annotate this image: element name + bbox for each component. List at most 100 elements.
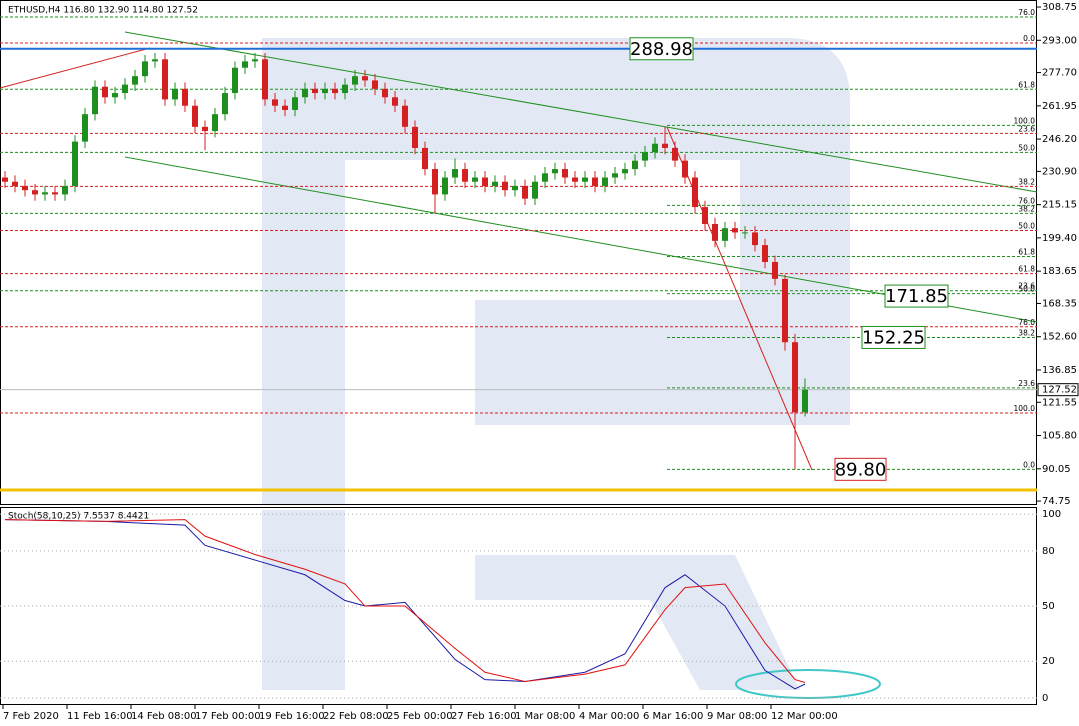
candle-body — [272, 99, 278, 106]
candle-body — [232, 67, 238, 94]
candle-body — [192, 105, 198, 127]
stoch-line — [4, 519, 806, 683]
candle-body — [12, 181, 18, 186]
x-tick-label: 11 Feb 16:00 — [67, 711, 133, 722]
candle-body — [42, 192, 48, 195]
fib-label: 50.0 — [1018, 285, 1035, 294]
candle-body — [242, 61, 248, 68]
fib-label: 38.2 — [1018, 204, 1035, 213]
candle-body — [262, 59, 268, 100]
candle-body — [472, 177, 478, 182]
watermark — [262, 38, 850, 690]
candle-body — [62, 185, 68, 195]
fib-label: 38.2 — [1018, 328, 1035, 337]
candle-body — [312, 88, 318, 94]
y-tick-label: 168.35 — [1042, 298, 1077, 309]
candle-body — [802, 389, 808, 413]
candle-body — [372, 80, 378, 89]
price-tag-box — [629, 37, 694, 61]
candle-body — [182, 88, 188, 106]
x-tick-label: 6 Mar 16:00 — [643, 711, 703, 722]
candle-body — [22, 185, 28, 191]
candle-body — [672, 147, 678, 161]
channel-upper — [124, 31, 1038, 193]
y-tick-label: 100 — [1042, 509, 1061, 520]
x-tick-label: 19 Feb 16:00 — [259, 711, 325, 722]
candle-body — [582, 177, 588, 182]
candle-body — [702, 207, 708, 224]
y-tick-label: 105.80 — [1042, 431, 1077, 442]
candle-body — [572, 177, 578, 182]
candle-body — [322, 88, 328, 94]
y-tick-label: 0 — [1042, 693, 1048, 704]
price-tag-box — [861, 325, 926, 349]
candle-body — [302, 88, 308, 98]
y-tick-label: 183.65 — [1042, 266, 1077, 277]
candle-body — [112, 93, 118, 98]
x-tick-label: 1 Mar 08:00 — [515, 711, 575, 722]
x-tick-label: 25 Feb 00:00 — [387, 711, 453, 722]
candle-body — [752, 232, 758, 246]
candle-body — [612, 173, 618, 178]
y-tick-label: 152.60 — [1042, 332, 1077, 343]
fib-label: 0.0 — [1023, 460, 1035, 469]
candle-body — [652, 143, 658, 153]
candle-body — [692, 177, 698, 208]
x-tick-label: 14 Feb 08:00 — [131, 711, 197, 722]
candle-body — [442, 177, 448, 195]
y-tick-label: 230.90 — [1042, 166, 1077, 177]
y-tick-label: 215.15 — [1042, 200, 1077, 211]
trend-line — [0, 47, 151, 89]
candle-body — [202, 126, 208, 132]
candle-body — [332, 88, 338, 94]
last-price-box — [1037, 383, 1079, 397]
main-panel-frame — [0, 0, 1037, 505]
candle-body — [682, 160, 688, 178]
y-tick-label: 293.00 — [1042, 35, 1077, 46]
candle-body — [552, 169, 558, 174]
y-tick-label: 277.70 — [1042, 68, 1077, 79]
candle-body — [502, 181, 508, 191]
y-tick-label: 74.75 — [1042, 496, 1071, 507]
price-tag: 89.80 — [835, 459, 887, 480]
fib-label: 38.2 — [1018, 177, 1035, 186]
y-tick-label: 308.75 — [1042, 2, 1077, 13]
x-tick-label: 27 Feb 16:00 — [451, 711, 517, 722]
y-tick-label: 199.40 — [1042, 233, 1077, 244]
candle-body — [152, 59, 158, 62]
candle-body — [532, 181, 538, 199]
candle-body — [792, 342, 798, 413]
candle-body — [162, 59, 168, 100]
candle-body — [382, 88, 388, 98]
price-tag: 152.25 — [862, 327, 925, 348]
fib-label: 23.6 — [1018, 124, 1035, 133]
candle-body — [282, 105, 288, 110]
candle-body — [432, 169, 438, 195]
fib-label: 100.0 — [1014, 404, 1036, 413]
candle-body — [212, 114, 218, 132]
candle-body — [772, 261, 778, 279]
fib-label: 0.0 — [1023, 34, 1035, 43]
candle-body — [392, 97, 398, 106]
candle-body — [492, 181, 498, 186]
y-tick-label: 136.85 — [1042, 365, 1077, 376]
candle-body — [92, 86, 98, 115]
stoch-line — [4, 519, 806, 690]
candle-body — [662, 143, 668, 148]
candle-body — [82, 114, 88, 142]
fib-label: 61.8 — [1018, 265, 1035, 274]
candle-body — [352, 76, 358, 85]
candle-body — [172, 88, 178, 100]
price-tag-box — [834, 457, 887, 481]
y-tick-label: 246.20 — [1042, 134, 1077, 145]
candle-body — [562, 169, 568, 178]
candle-body — [482, 177, 488, 186]
candle-body — [52, 192, 58, 195]
candle-body — [522, 185, 528, 199]
candle-body — [252, 59, 258, 62]
candle-body — [782, 278, 788, 343]
fib-label: 76.0 — [1018, 196, 1035, 205]
candle-body — [362, 76, 368, 81]
symbol-header: ETHUSD,H4 116.80 132.90 114.80 127.52 — [8, 6, 198, 16]
